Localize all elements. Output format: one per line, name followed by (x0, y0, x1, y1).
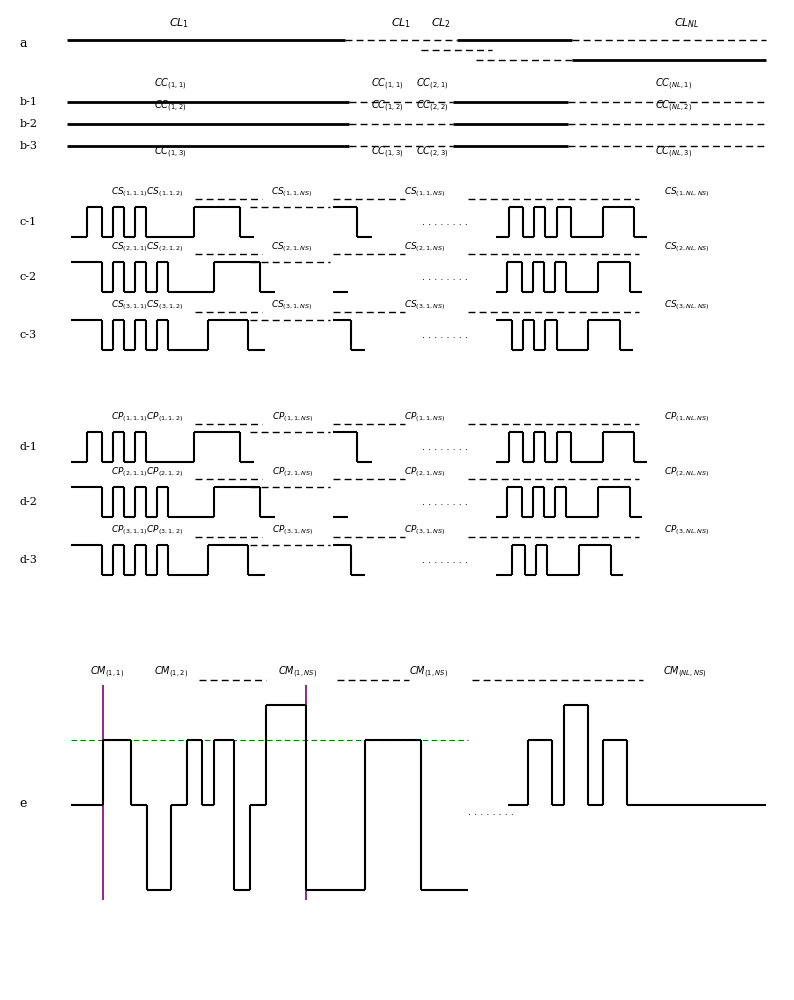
Text: $CP_{(1,1,1)}CP_{(1,1,2)}$: $CP_{(1,1,1)}CP_{(1,1,2)}$ (111, 410, 183, 424)
Text: d-2: d-2 (20, 497, 38, 507)
Text: . . . . . . . .: . . . . . . . . (422, 497, 468, 507)
Text: $CP_{(2,1,NS)}$: $CP_{(2,1,NS)}$ (272, 465, 313, 479)
Text: $CL_1$: $CL_1$ (168, 16, 189, 30)
Text: $CC_{(2,2)}$: $CC_{(2,2)}$ (417, 99, 449, 114)
Text: $CC_{(1,2)}$: $CC_{(1,2)}$ (372, 99, 403, 114)
Text: $CC_{(2,3)}$: $CC_{(2,3)}$ (417, 145, 449, 160)
Text: c-2: c-2 (20, 272, 37, 282)
Text: $CP_{(3,1,NS)}$: $CP_{(3,1,NS)}$ (404, 523, 445, 537)
Text: $CC_{(NL,2)}$: $CC_{(NL,2)}$ (655, 99, 692, 114)
Text: $CM_{(1,NS)}$: $CM_{(1,NS)}$ (278, 665, 318, 680)
Text: d-1: d-1 (20, 442, 38, 452)
Text: b-1: b-1 (20, 97, 38, 107)
Text: $CS_{(2,NL,NS)}$: $CS_{(2,NL,NS)}$ (664, 240, 710, 254)
Text: $CC_{(NL,1)}$: $CC_{(NL,1)}$ (655, 77, 692, 92)
Text: d-3: d-3 (20, 555, 38, 565)
Text: $CS_{(3,1,1)}CS_{(3,1,2)}$: $CS_{(3,1,1)}CS_{(3,1,2)}$ (110, 298, 183, 312)
Text: e: e (20, 797, 27, 810)
Text: $CS_{(1,1,NS)}$: $CS_{(1,1,NS)}$ (404, 185, 445, 199)
Text: $CP_{(3,1,1)}CP_{(3,1,2)}$: $CP_{(3,1,1)}CP_{(3,1,2)}$ (111, 523, 183, 537)
Text: . . . . . . . .: . . . . . . . . (422, 272, 468, 282)
Text: c-3: c-3 (20, 330, 37, 340)
Text: . . . . . . . .: . . . . . . . . (422, 555, 468, 565)
Text: $CP_{(2,1,NS)}$: $CP_{(2,1,NS)}$ (404, 465, 445, 479)
Text: $CC_{(1,3)}$: $CC_{(1,3)}$ (372, 145, 403, 160)
Text: $CP_{(3,NL,NS)}$: $CP_{(3,NL,NS)}$ (664, 523, 710, 537)
Text: $CC_{(NL,3)}$: $CC_{(NL,3)}$ (655, 145, 692, 160)
Text: $CP_{(2,1,1)}CP_{(2,1,2)}$: $CP_{(2,1,1)}CP_{(2,1,2)}$ (111, 465, 183, 479)
Text: $CP_{(3,1,NS)}$: $CP_{(3,1,NS)}$ (272, 523, 313, 537)
Text: a: a (20, 37, 27, 50)
Text: $CM_{(1,NS)}$: $CM_{(1,NS)}$ (409, 665, 449, 680)
Text: $CS_{(3,1,NS)}$: $CS_{(3,1,NS)}$ (404, 298, 445, 312)
Text: $CM_{(1,2)}$: $CM_{(1,2)}$ (154, 665, 187, 680)
Text: $CC_{(1,1)}$: $CC_{(1,1)}$ (155, 77, 187, 92)
Text: $CS_{(2,1,1)}CS_{(2,1,2)}$: $CS_{(2,1,1)}CS_{(2,1,2)}$ (110, 240, 183, 254)
Text: $CS_{(3,NL,NS)}$: $CS_{(3,NL,NS)}$ (664, 298, 710, 312)
Text: . . . . . . . .: . . . . . . . . (422, 217, 468, 227)
Text: $CS_{(2,1,NS)}$: $CS_{(2,1,NS)}$ (272, 240, 313, 254)
Text: $CM_{(NL,NS)}$: $CM_{(NL,NS)}$ (662, 665, 707, 680)
Text: b-3: b-3 (20, 141, 38, 151)
Text: $CP_{(1,1,NS)}$: $CP_{(1,1,NS)}$ (404, 410, 445, 424)
Text: c-1: c-1 (20, 217, 37, 227)
Text: $CP_{(1,1,NS)}$: $CP_{(1,1,NS)}$ (272, 410, 313, 424)
Text: $CS_{(1,1,NS)}$: $CS_{(1,1,NS)}$ (272, 185, 313, 199)
Text: b-2: b-2 (20, 119, 38, 129)
Text: . . . . . . . .: . . . . . . . . (468, 807, 515, 817)
Text: $CP_{(2,NL,NS)}$: $CP_{(2,NL,NS)}$ (664, 465, 710, 479)
Text: $CM_{(1,1)}$: $CM_{(1,1)}$ (91, 665, 124, 680)
Text: $CS_{(3,1,NS)}$: $CS_{(3,1,NS)}$ (272, 298, 313, 312)
Text: $CC_{(2,1)}$: $CC_{(2,1)}$ (417, 77, 449, 92)
Text: $CP_{(1,NL,NS)}$: $CP_{(1,NL,NS)}$ (664, 410, 710, 424)
Text: . . . . . . . .: . . . . . . . . (422, 330, 468, 340)
Text: $CL_2$: $CL_2$ (430, 16, 451, 30)
Text: . . . . . . . .: . . . . . . . . (422, 442, 468, 452)
Text: $CL_{NL}$: $CL_{NL}$ (674, 16, 700, 30)
Text: $CS_{(1,NL,NS)}$: $CS_{(1,NL,NS)}$ (664, 185, 710, 199)
Text: $CS_{(1,1,1)}CS_{(1,1,2)}$: $CS_{(1,1,1)}CS_{(1,1,2)}$ (110, 185, 183, 199)
Text: $CC_{(1,2)}$: $CC_{(1,2)}$ (155, 99, 187, 114)
Text: $CL_1$: $CL_1$ (391, 16, 411, 30)
Text: $CS_{(2,1,NS)}$: $CS_{(2,1,NS)}$ (404, 240, 445, 254)
Text: $CC_{(1,1)}$: $CC_{(1,1)}$ (372, 77, 403, 92)
Text: $CC_{(1,3)}$: $CC_{(1,3)}$ (155, 145, 187, 160)
